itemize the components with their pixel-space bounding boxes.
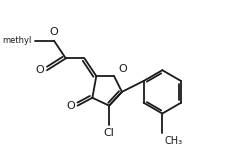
Text: methyl: methyl — [2, 36, 31, 45]
Text: O: O — [117, 64, 126, 74]
Text: CH₃: CH₃ — [164, 136, 182, 146]
Text: O: O — [35, 65, 44, 75]
Text: O: O — [49, 27, 58, 37]
Text: Cl: Cl — [103, 128, 114, 138]
Text: O: O — [65, 101, 74, 111]
